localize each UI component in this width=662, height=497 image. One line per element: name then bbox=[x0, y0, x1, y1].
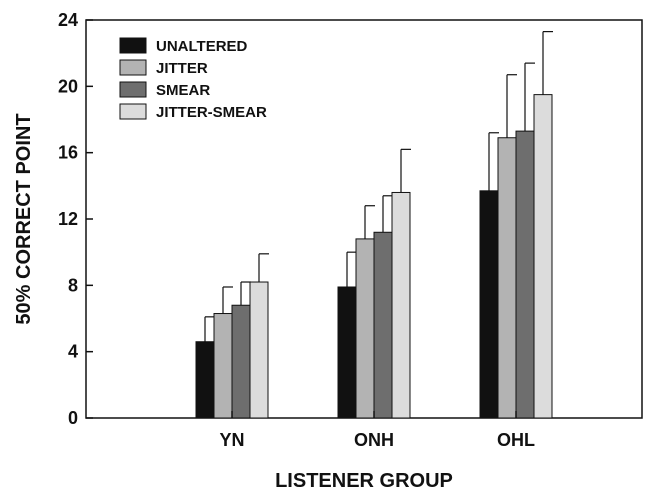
bar bbox=[533, 94, 553, 419]
y-axis: 0 4 8 12 16 20 24 bbox=[58, 10, 93, 428]
bar bbox=[373, 231, 393, 419]
legend: UNALTERED JITTER SMEAR JITTER-SMEAR bbox=[119, 37, 267, 121]
y-tick-label: 12 bbox=[58, 209, 78, 229]
legend-swatch bbox=[119, 37, 147, 54]
legend-swatch bbox=[119, 81, 147, 98]
legend-label: JITTER bbox=[156, 60, 208, 77]
bar bbox=[515, 130, 535, 419]
legend-swatch bbox=[119, 59, 147, 76]
x-axis: YN ONH OHL bbox=[219, 411, 535, 450]
x-axis-title: LISTENER GROUP bbox=[275, 470, 453, 492]
legend-label: UNALTERED bbox=[156, 38, 248, 55]
bar bbox=[213, 313, 233, 419]
bar bbox=[497, 137, 517, 419]
y-axis-title: 50% CORRECT POINT bbox=[13, 113, 35, 324]
y-tick-label: 20 bbox=[58, 76, 78, 96]
x-tick-label: ONH bbox=[354, 430, 394, 450]
bars-layer bbox=[195, 31, 553, 419]
y-tick-label: 0 bbox=[68, 408, 78, 428]
y-tick-label: 4 bbox=[68, 342, 78, 362]
bar bbox=[337, 286, 357, 419]
bar bbox=[355, 238, 375, 419]
bar bbox=[249, 281, 269, 419]
y-tick-label: 24 bbox=[58, 10, 78, 30]
y-tick-label: 8 bbox=[68, 275, 78, 295]
x-tick-label: OHL bbox=[497, 430, 535, 450]
bar bbox=[195, 341, 215, 419]
legend-label: JITTER-SMEAR bbox=[156, 104, 267, 121]
y-tick-label: 16 bbox=[58, 143, 78, 163]
x-tick-label: YN bbox=[219, 430, 244, 450]
bar bbox=[231, 304, 251, 419]
bar bbox=[391, 191, 411, 419]
legend-label: SMEAR bbox=[156, 82, 210, 99]
legend-swatch bbox=[119, 103, 147, 120]
bar bbox=[479, 190, 499, 419]
